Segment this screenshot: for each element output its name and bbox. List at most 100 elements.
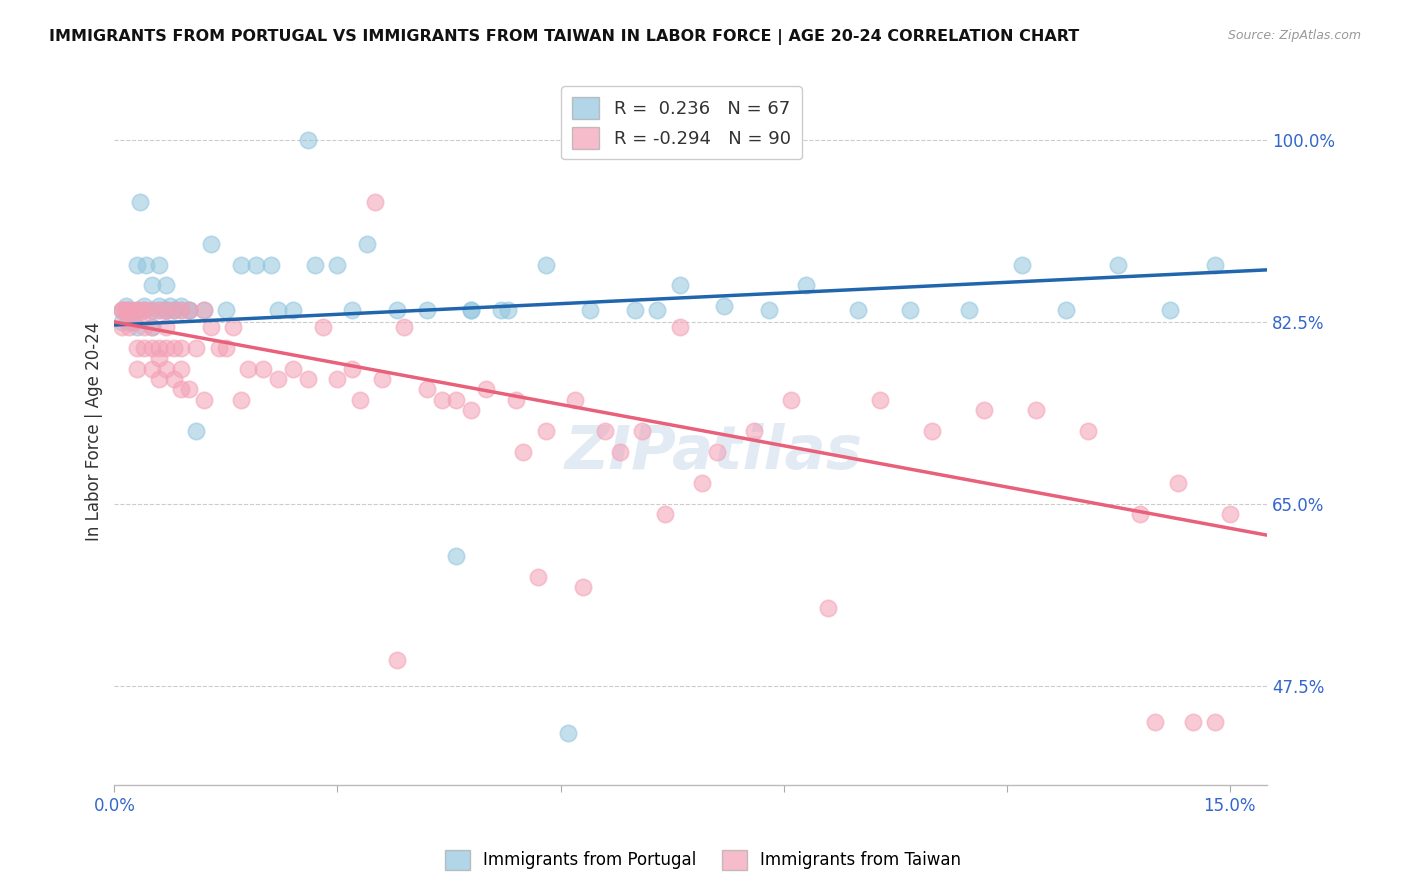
Point — [624, 303, 647, 318]
Point — [281, 303, 304, 318]
Point — [1054, 303, 1077, 318]
Point — [1159, 303, 1181, 318]
Point — [742, 424, 765, 438]
Point — [134, 299, 156, 313]
Point — [690, 476, 713, 491]
Text: ZIPatilas: ZIPatilas — [565, 423, 863, 482]
Point — [668, 278, 690, 293]
Point — [163, 303, 186, 318]
Point — [125, 361, 148, 376]
Point — [215, 303, 238, 318]
Point — [114, 299, 136, 313]
Point — [193, 303, 215, 318]
Point — [122, 315, 145, 329]
Point — [141, 341, 163, 355]
Point — [193, 303, 215, 318]
Point — [155, 341, 177, 355]
Point — [148, 372, 170, 386]
Point — [668, 320, 690, 334]
Point — [170, 303, 193, 318]
Point — [134, 320, 156, 334]
Point — [155, 303, 177, 318]
Point — [460, 303, 482, 318]
Point — [898, 303, 921, 318]
Point — [654, 508, 676, 522]
Point — [1204, 715, 1226, 730]
Point — [170, 361, 193, 376]
Point — [141, 303, 163, 318]
Point — [1181, 715, 1204, 730]
Point — [134, 303, 156, 318]
Point — [177, 303, 200, 318]
Point — [297, 133, 319, 147]
Point — [111, 315, 134, 329]
Point — [326, 372, 349, 386]
Point — [564, 392, 586, 407]
Point — [794, 278, 817, 293]
Point — [371, 372, 394, 386]
Point — [155, 320, 177, 334]
Point — [129, 195, 152, 210]
Point — [111, 320, 134, 334]
Point — [579, 303, 602, 318]
Point — [758, 303, 780, 318]
Point — [1219, 508, 1241, 522]
Point — [252, 361, 274, 376]
Point — [267, 303, 290, 318]
Point — [163, 303, 186, 318]
Text: Source: ZipAtlas.com: Source: ZipAtlas.com — [1227, 29, 1361, 42]
Point — [259, 258, 281, 272]
Point — [177, 383, 200, 397]
Text: IMMIGRANTS FROM PORTUGAL VS IMMIGRANTS FROM TAIWAN IN LABOR FORCE | AGE 20-24 CO: IMMIGRANTS FROM PORTUGAL VS IMMIGRANTS F… — [49, 29, 1080, 45]
Point — [148, 341, 170, 355]
Point — [385, 653, 408, 667]
Legend: R =  0.236   N = 67, R = -0.294   N = 90: R = 0.236 N = 67, R = -0.294 N = 90 — [561, 87, 801, 160]
Point — [114, 303, 136, 318]
Point — [356, 236, 378, 251]
Point — [170, 341, 193, 355]
Point — [297, 372, 319, 386]
Point — [135, 258, 157, 272]
Point — [304, 258, 326, 272]
Point — [148, 299, 170, 313]
Point — [609, 445, 631, 459]
Point — [631, 424, 654, 438]
Point — [460, 303, 482, 318]
Point — [1144, 715, 1167, 730]
Point — [394, 320, 416, 334]
Point — [430, 392, 453, 407]
Point — [148, 303, 170, 318]
Point — [817, 601, 839, 615]
Point — [111, 303, 134, 318]
Point — [342, 361, 364, 376]
Point — [163, 341, 186, 355]
Point — [186, 424, 208, 438]
Point — [415, 303, 437, 318]
Point — [342, 303, 364, 318]
Point — [311, 320, 333, 334]
Point — [155, 278, 177, 293]
Point — [281, 361, 304, 376]
Point — [125, 303, 148, 318]
Point — [229, 258, 252, 272]
Point — [148, 258, 170, 272]
Point — [363, 195, 385, 210]
Point — [780, 392, 803, 407]
Point — [170, 303, 193, 318]
Point — [170, 383, 193, 397]
Point — [200, 320, 222, 334]
Point — [163, 372, 186, 386]
Point — [193, 392, 215, 407]
Point — [572, 580, 595, 594]
Point — [141, 320, 163, 334]
Point — [446, 549, 468, 563]
Point — [148, 351, 170, 366]
Point — [706, 445, 728, 459]
Point — [1025, 403, 1047, 417]
Point — [125, 320, 148, 334]
Point — [527, 570, 550, 584]
Point — [460, 403, 482, 417]
Point — [159, 299, 181, 313]
Point — [111, 303, 134, 318]
Point — [326, 258, 349, 272]
